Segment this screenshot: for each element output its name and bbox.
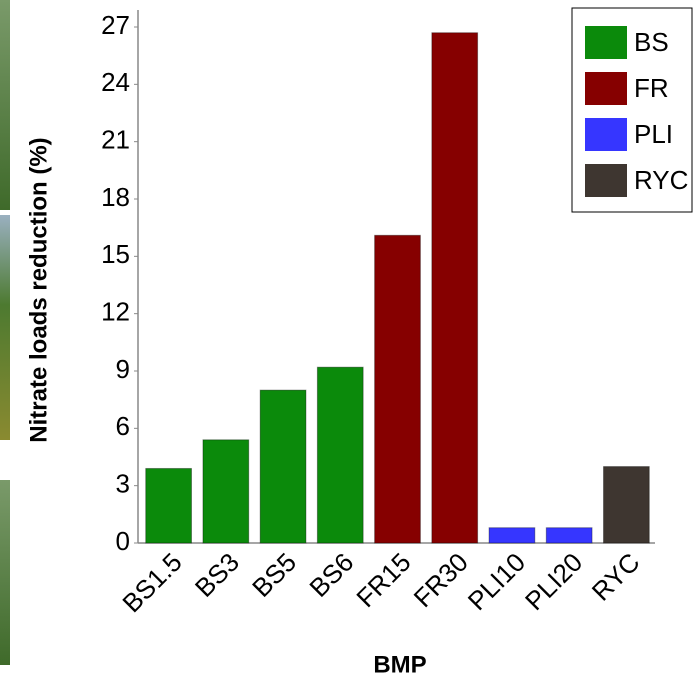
y-tick-label: 6 xyxy=(116,411,130,441)
legend-label: BS xyxy=(634,27,669,57)
bar xyxy=(145,467,193,544)
x-tick-label: FR15 xyxy=(350,547,416,613)
x-tick-label: PLI20 xyxy=(519,547,588,616)
legend-swatch xyxy=(585,118,627,151)
photo-strip xyxy=(0,0,10,210)
x-tick-label: BS3 xyxy=(189,547,245,603)
y-tick-label: 27 xyxy=(101,10,130,40)
bar xyxy=(202,439,250,544)
x-axis-title: BMP xyxy=(373,651,426,678)
y-tick-label: 12 xyxy=(101,297,130,327)
legend-swatch xyxy=(585,26,627,59)
x-tick-label: BS5 xyxy=(246,547,302,603)
bar xyxy=(545,527,593,544)
y-axis-title: Nitrate loads reduction (%) xyxy=(25,137,52,442)
y-tick-label: 18 xyxy=(101,182,130,212)
y-tick-label: 21 xyxy=(101,125,130,155)
x-tick-label: BS1.5 xyxy=(116,547,187,618)
bar xyxy=(431,32,479,544)
legend-swatch xyxy=(585,164,627,197)
photo-strip xyxy=(0,215,10,440)
x-tick-label: BS6 xyxy=(303,547,359,603)
photo-strip xyxy=(0,480,10,665)
legend-label: RYC xyxy=(634,165,688,195)
legend-label: PLI xyxy=(634,119,673,149)
bar xyxy=(603,466,650,544)
x-tick-label: FR30 xyxy=(408,547,474,613)
bar xyxy=(374,234,421,544)
legend-label: FR xyxy=(634,73,669,103)
y-tick-label: 24 xyxy=(101,67,130,97)
y-tick-label: 15 xyxy=(101,239,130,269)
legend-swatch xyxy=(585,72,627,105)
bar xyxy=(488,527,536,544)
x-tick-label: PLI10 xyxy=(462,547,531,616)
y-tick-label: 3 xyxy=(116,469,130,499)
y-tick-label: 9 xyxy=(116,354,130,384)
bar xyxy=(316,366,364,544)
y-tick-label: 0 xyxy=(116,526,130,556)
bar xyxy=(259,389,307,544)
x-tick-label: RYC xyxy=(586,547,646,607)
